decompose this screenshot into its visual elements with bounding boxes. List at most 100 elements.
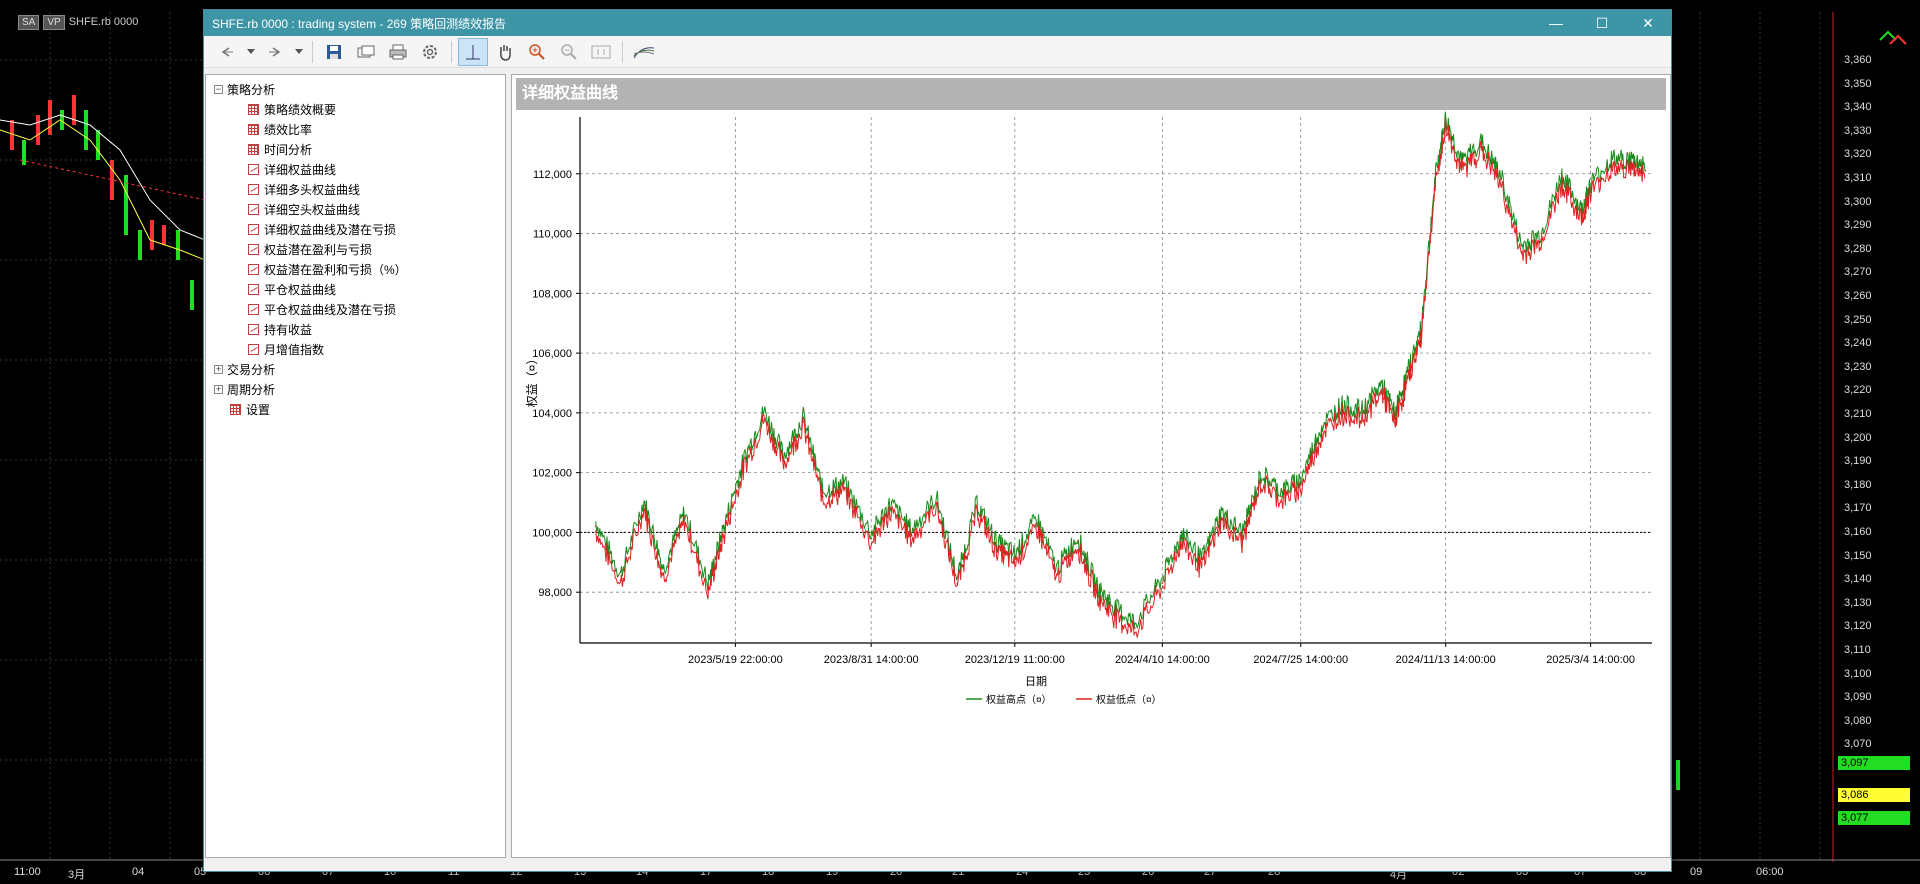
tree-item[interactable]: 策略绩效概要 bbox=[206, 99, 505, 119]
series-line-equity-low bbox=[595, 119, 1646, 638]
data-point bbox=[1260, 477, 1263, 480]
chart-title: 详细权益曲线 bbox=[516, 78, 1666, 110]
trend-arrows-icon bbox=[1879, 30, 1907, 45]
hand-icon[interactable] bbox=[490, 38, 520, 66]
price-axis-tick: 3,360 bbox=[1844, 54, 1872, 66]
price-axis-tick: 3,100 bbox=[1844, 667, 1872, 680]
y-tick-label: 100,000 bbox=[532, 527, 572, 539]
data-point bbox=[1407, 376, 1409, 378]
print-icon[interactable] bbox=[383, 38, 413, 66]
tree-item[interactable]: 权益潜在盈利和亏损（%） bbox=[206, 259, 505, 279]
dropdown-icon[interactable] bbox=[244, 38, 258, 66]
y-tick-label: 108,000 bbox=[532, 288, 572, 300]
time-axis-tick: 09 bbox=[1690, 866, 1703, 878]
symbol-chip[interactable]: SA bbox=[18, 14, 40, 30]
price-axis-tick: 3,280 bbox=[1844, 242, 1872, 255]
data-point bbox=[1561, 178, 1563, 181]
price-axis-tick: 3,210 bbox=[1844, 408, 1872, 420]
tree-item[interactable]: 月增值指数 bbox=[206, 339, 505, 359]
table-icon bbox=[248, 123, 259, 135]
tree-item-label: 详细空头权益曲线 bbox=[264, 202, 361, 217]
price-axis: 3,360 3,350 3,340 3,330 3,320 3,310 3,300 3,290… bbox=[1836, 0, 1920, 884]
tree-node-strategy-analysis[interactable]: − 策略分析 bbox=[206, 79, 505, 99]
tree-item[interactable]: 持有收益 bbox=[206, 319, 505, 339]
save-icon[interactable] bbox=[319, 38, 349, 66]
tree-node-period-analysis[interactable]: + 周期分析 bbox=[206, 379, 505, 399]
price-badge: 3,097 bbox=[1838, 756, 1910, 770]
y-tick-label: 110,000 bbox=[533, 229, 572, 241]
data-point bbox=[1320, 430, 1323, 432]
crosshair-icon[interactable] bbox=[458, 37, 488, 66]
data-point bbox=[822, 495, 824, 498]
price-axis-tick: 3,170 bbox=[1844, 502, 1872, 515]
data-point bbox=[1134, 627, 1136, 629]
price-axis-tick: 3,200 bbox=[1844, 431, 1872, 444]
x-tick-label: 2023/12/19 11:00:00 bbox=[965, 654, 1065, 666]
data-point bbox=[889, 507, 892, 510]
tree-item-label: 月增值指数 bbox=[264, 342, 325, 357]
zoom-in-icon[interactable] bbox=[522, 38, 552, 66]
tree-item[interactable]: 绩效比率 bbox=[206, 119, 505, 139]
data-point bbox=[1014, 558, 1016, 561]
data-point bbox=[1610, 164, 1613, 166]
data-point bbox=[1096, 591, 1098, 593]
price-axis-tick: 3,140 bbox=[1844, 573, 1872, 586]
data-point bbox=[870, 537, 872, 540]
zoom-out-icon[interactable] bbox=[554, 38, 584, 66]
x-tick-label: 2024/11/13 14:00:00 bbox=[1396, 654, 1496, 666]
data-point bbox=[1540, 238, 1542, 241]
data-point bbox=[995, 546, 998, 549]
price-axis-tick: 3,160 bbox=[1844, 526, 1872, 538]
forward-icon[interactable] bbox=[260, 38, 290, 66]
data-point bbox=[683, 516, 686, 519]
time-axis-tick: 4月 bbox=[1390, 869, 1408, 881]
tree-item[interactable]: 详细多头权益曲线 bbox=[206, 179, 505, 199]
tree-item-label: 绩效比率 bbox=[264, 122, 313, 137]
data-point bbox=[643, 504, 645, 507]
data-point bbox=[707, 588, 709, 591]
minimize-button[interactable]: — bbox=[1549, 15, 1563, 31]
collapse-icon[interactable]: − bbox=[214, 83, 223, 94]
data-point bbox=[1380, 388, 1383, 390]
background-symbol-label: SHFE.rb 0000 bbox=[68, 16, 139, 28]
data-point bbox=[976, 507, 978, 510]
data-point bbox=[1076, 540, 1079, 543]
toolbar bbox=[204, 36, 1671, 68]
tree-item[interactable]: 详细空头权益曲线 bbox=[206, 199, 505, 219]
data-point bbox=[1434, 181, 1437, 184]
zoom-reset-icon[interactable] bbox=[586, 38, 616, 66]
line-chart-icon bbox=[248, 263, 259, 275]
y-axis-label: 权益（¤） bbox=[525, 353, 539, 408]
dropdown-icon[interactable] bbox=[292, 38, 306, 66]
series-line-equity-high bbox=[595, 111, 1646, 630]
chart-style-icon[interactable] bbox=[629, 38, 659, 66]
tree-item[interactable]: 时间分析 bbox=[206, 139, 505, 159]
y-tick-label: 104,000 bbox=[532, 408, 572, 420]
open-icon[interactable] bbox=[351, 38, 381, 66]
tree-item[interactable]: 平仓权益曲线及潜在亏损 bbox=[206, 299, 505, 319]
expand-icon[interactable]: + bbox=[214, 363, 223, 374]
window-titlebar[interactable]: SHFE.rb 0000 : trading system - 269 策略回测… bbox=[204, 10, 1671, 36]
toolbar-separator bbox=[451, 40, 452, 63]
tree-item[interactable]: 详细权益曲线 bbox=[206, 159, 505, 179]
settings-icon[interactable] bbox=[415, 38, 445, 66]
time-axis-tick: 3月 bbox=[68, 869, 86, 881]
close-button[interactable]: ✕ bbox=[1642, 14, 1654, 31]
expand-icon[interactable]: + bbox=[214, 383, 223, 394]
maximize-button[interactable]: ☐ bbox=[1595, 14, 1609, 31]
equity-curve-chart[interactable]: 98,000 100,000 102,000 104,000 106,000 108,00… bbox=[512, 75, 1672, 859]
price-axis-tick: 3,080 bbox=[1844, 714, 1872, 727]
tree-node-trade-analysis[interactable]: + 交易分析 bbox=[206, 359, 505, 379]
tree-item[interactable]: 平仓权益曲线 bbox=[206, 279, 505, 299]
vp-chip[interactable]: VP bbox=[43, 14, 65, 30]
price-axis-tick: 3,290 bbox=[1844, 219, 1872, 232]
back-icon[interactable] bbox=[212, 38, 242, 66]
x-axis-label: 日期 bbox=[1025, 675, 1047, 688]
tree-node-settings[interactable]: 设置 bbox=[206, 399, 505, 419]
data-point bbox=[1444, 122, 1447, 124]
data-point bbox=[1200, 564, 1203, 567]
tree-item[interactable]: 权益潜在盈利与亏损 bbox=[206, 239, 505, 259]
tree-item-label: 详细多头权益曲线 bbox=[264, 182, 361, 197]
tree-item[interactable]: 详细权益曲线及潜在亏损 bbox=[206, 219, 505, 239]
strategy-report-window: SHFE.rb 0000 : trading system - 269 策略回测… bbox=[203, 9, 1672, 872]
